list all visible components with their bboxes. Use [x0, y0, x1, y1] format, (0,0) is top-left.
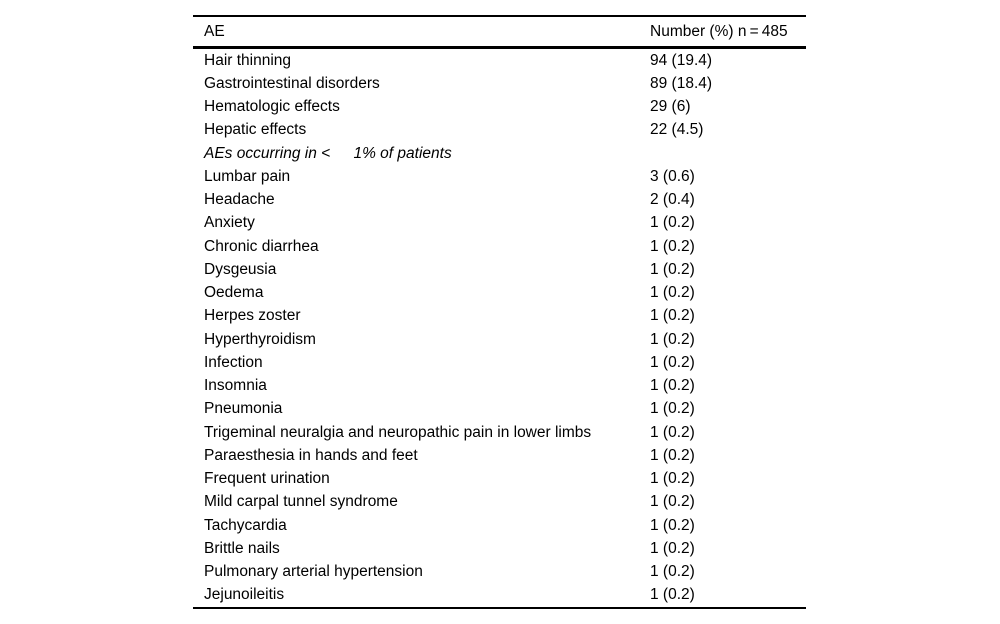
ae-value: 2 (0.4)	[650, 191, 695, 209]
ae-label: Frequent urination	[204, 470, 330, 488]
ae-value: 1 (0.2)	[650, 400, 695, 418]
table-row: Paraesthesia in hands and feet 1 (0.2)	[193, 444, 806, 467]
table-row: Infection 1 (0.2)	[193, 351, 806, 374]
ae-value: 22 (4.5)	[650, 121, 704, 139]
ae-label: Anxiety	[204, 214, 255, 232]
column-header-number: Number (%) n = 485	[650, 22, 788, 40]
ae-label: Dysgeusia	[204, 260, 277, 278]
ae-label: Hyperthyroidism	[204, 330, 316, 348]
column-header-ae: AE	[204, 22, 225, 40]
table-header-rule	[193, 46, 806, 49]
ae-label: Trigeminal neuralgia and neuropathic pai…	[204, 423, 592, 441]
ae-label: Hematologic effects	[204, 98, 340, 116]
ae-value: 1 (0.2)	[650, 377, 695, 395]
ae-value: 1 (0.2)	[650, 214, 695, 232]
table-row: Hematologic effects 29 (6)	[193, 96, 806, 119]
ae-label: AEs occurring in < 1% of patients	[204, 144, 452, 162]
table-top-rule	[193, 15, 806, 17]
table-row: Gastrointestinal disorders 89 (18.4)	[193, 72, 806, 95]
table-row: Oedema 1 (0.2)	[193, 282, 806, 305]
ae-value: 1 (0.2)	[650, 493, 695, 511]
ae-value: 1 (0.2)	[650, 586, 695, 604]
ae-value: 29 (6)	[650, 98, 691, 116]
ae-value: 1 (0.2)	[650, 446, 695, 464]
ae-value: 3 (0.6)	[650, 167, 695, 185]
ae-label: Pulmonary arterial hypertension	[204, 563, 423, 581]
ae-label: Oedema	[204, 284, 264, 302]
ae-label: Chronic diarrhea	[204, 237, 319, 255]
ae-value: 1 (0.2)	[650, 237, 695, 255]
ae-label: Infection	[204, 353, 263, 371]
ae-label: Jejunoileitis	[204, 586, 285, 604]
table-row: Hair thinning 94 (19.4)	[193, 49, 806, 72]
table-row: Hyperthyroidism 1 (0.2)	[193, 328, 806, 351]
ae-value: 1 (0.2)	[650, 307, 695, 325]
ae-label: Pneumonia	[204, 400, 283, 418]
ae-value: 1 (0.2)	[650, 470, 695, 488]
ae-value: 1 (0.2)	[650, 260, 695, 278]
table-row: Trigeminal neuralgia and neuropathic pai…	[193, 421, 806, 444]
ae-value: 94 (19.4)	[650, 51, 713, 69]
table-header-row: AE Number (%) n = 485	[193, 17, 806, 46]
table-row: Frequent urination 1 (0.2)	[193, 468, 806, 491]
ae-label: Brittle nails	[204, 539, 280, 557]
table-row: Lumbar pain 3 (0.6)	[193, 165, 806, 188]
table-row: Pneumonia 1 (0.2)	[193, 398, 806, 421]
ae-value: 1 (0.2)	[650, 353, 695, 371]
ae-value: 1 (0.2)	[650, 423, 695, 441]
ae-label: Lumbar pain	[204, 167, 291, 185]
table-row: Jejunoileitis 1 (0.2)	[193, 584, 806, 607]
table-row: Tachycardia 1 (0.2)	[193, 514, 806, 537]
table-row: Anxiety 1 (0.2)	[193, 212, 806, 235]
ae-value: 1 (0.2)	[650, 516, 695, 534]
table-body: Hair thinning 94 (19.4) Gastrointestinal…	[193, 49, 806, 607]
table-row: AEs occurring in < 1% of patients	[193, 142, 806, 165]
ae-value: 1 (0.2)	[650, 539, 695, 557]
ae-value: 1 (0.2)	[650, 284, 695, 302]
ae-label: Mild carpal tunnel syndrome	[204, 493, 398, 511]
ae-label: Gastrointestinal disorders	[204, 74, 380, 92]
table-bottom-rule	[193, 607, 806, 609]
ae-label: Hair thinning	[204, 51, 292, 69]
ae-label: Tachycardia	[204, 516, 287, 534]
table-row: Pulmonary arterial hypertension 1 (0.2)	[193, 561, 806, 584]
ae-label: Insomnia	[204, 377, 267, 395]
ae-value: 1 (0.2)	[650, 330, 695, 348]
ae-value: 89 (18.4)	[650, 74, 713, 92]
table-row: Dysgeusia 1 (0.2)	[193, 258, 806, 281]
table-row: Herpes zoster 1 (0.2)	[193, 305, 806, 328]
ae-label: Paraesthesia in hands and feet	[204, 446, 418, 464]
ae-table: AE Number (%) n = 485 Hair thinning 94 (…	[193, 15, 806, 609]
table-row: Chronic diarrhea 1 (0.2)	[193, 235, 806, 258]
table-row: Mild carpal tunnel syndrome 1 (0.2)	[193, 491, 806, 514]
ae-label: Herpes zoster	[204, 307, 301, 325]
table-row: Brittle nails 1 (0.2)	[193, 537, 806, 560]
table-row: Headache 2 (0.4)	[193, 189, 806, 212]
ae-value: 1 (0.2)	[650, 563, 695, 581]
ae-label: Headache	[204, 191, 275, 209]
table-row: Insomnia 1 (0.2)	[193, 375, 806, 398]
ae-label: Hepatic effects	[204, 121, 307, 139]
table-row: Hepatic effects 22 (4.5)	[193, 119, 806, 142]
